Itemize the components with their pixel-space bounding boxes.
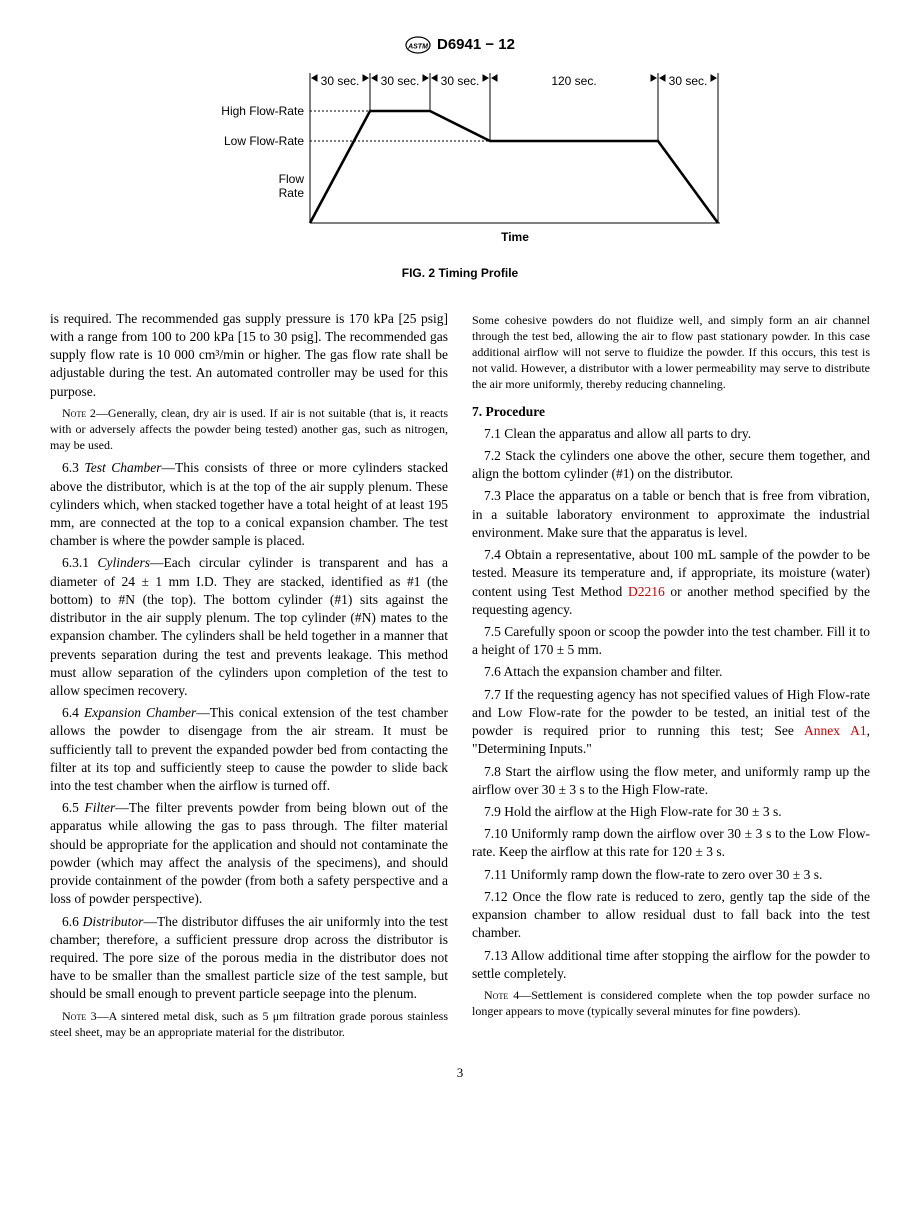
svg-text:Time: Time xyxy=(501,230,529,244)
sec-7-7: 7.7 If the requesting agency has not spe… xyxy=(472,686,870,759)
note-3-continued: Some cohesive powders do not fluidize we… xyxy=(472,312,870,393)
right-column: Some cohesive powders do not fluidize we… xyxy=(472,310,870,1046)
sec-7-8: 7.8 Start the airflow using the flow met… xyxy=(472,763,870,799)
sec-7-5: 7.5 Carefully spoon or scoop the powder … xyxy=(472,623,870,659)
svg-text:30 sec.: 30 sec. xyxy=(321,74,360,88)
page-number: 3 xyxy=(50,1064,870,1082)
left-column: is required. The recommended gas supply … xyxy=(50,310,448,1046)
figure-caption: FIG. 2 Timing Profile xyxy=(50,265,870,281)
para-continuation: is required. The recommended gas supply … xyxy=(50,310,448,401)
svg-text:High Flow-Rate: High Flow-Rate xyxy=(221,104,304,118)
svg-text:30 sec.: 30 sec. xyxy=(381,74,420,88)
sec-7-9: 7.9 Hold the airflow at the High Flow-ra… xyxy=(472,803,870,821)
sec-7-1: 7.1 Clean the apparatus and allow all pa… xyxy=(472,425,870,443)
svg-text:Flow: Flow xyxy=(279,172,305,186)
heading-7: 7. Procedure xyxy=(472,403,870,421)
sec-6-5: 6.5 Filter—The filter prevents powder fr… xyxy=(50,799,448,908)
sec-7-11: 7.11 Uniformly ramp down the flow-rate t… xyxy=(472,866,870,884)
body-columns: is required. The recommended gas supply … xyxy=(50,310,870,1046)
svg-text:Low Flow-Rate: Low Flow-Rate xyxy=(224,134,304,148)
sec-6-3-1: 6.3.1 Cylinders—Each circular cylinder i… xyxy=(50,554,448,700)
sec-7-12: 7.12 Once the flow rate is reduced to ze… xyxy=(472,888,870,943)
designation: D6941 − 12 xyxy=(437,35,515,55)
svg-text:Rate: Rate xyxy=(279,186,305,200)
sec-7-10: 7.10 Uniformly ramp down the airflow ove… xyxy=(472,825,870,861)
sec-6-3: 6.3 Test Chamber—This consists of three … xyxy=(50,459,448,550)
segment-labels: 30 sec. 30 sec. 30 sec. 120 sec. 30 sec. xyxy=(321,74,708,88)
note-2: Note 2—Generally, clean, dry air is used… xyxy=(50,405,448,454)
sec-7-13: 7.13 Allow additional time after stoppin… xyxy=(472,947,870,983)
sec-6-4: 6.4 Expansion Chamber—This conical exten… xyxy=(50,704,448,795)
svg-text:30 sec.: 30 sec. xyxy=(441,74,480,88)
page-header: ASTM D6941 − 12 xyxy=(50,35,870,55)
svg-text:120 sec.: 120 sec. xyxy=(551,74,596,88)
link-d2216[interactable]: D2216 xyxy=(628,584,665,599)
svg-text:ASTM: ASTM xyxy=(407,44,428,51)
timing-profile-chart: 30 sec. 30 sec. 30 sec. 120 sec. 30 sec.… xyxy=(180,63,740,258)
link-annex-a1[interactable]: Annex A1 xyxy=(804,723,867,738)
sec-6-6: 6.6 Distributor—The distributor diffuses… xyxy=(50,913,448,1004)
sec-7-2: 7.2 Stack the cylinders one above the ot… xyxy=(472,447,870,483)
sec-7-3: 7.3 Place the apparatus on a table or be… xyxy=(472,487,870,542)
astm-logo-icon: ASTM xyxy=(405,36,431,54)
note-4: Note 4—Settlement is considered complete… xyxy=(472,987,870,1019)
figure-2: 30 sec. 30 sec. 30 sec. 120 sec. 30 sec.… xyxy=(50,63,870,281)
sec-7-4: 7.4 Obtain a representative, about 100 m… xyxy=(472,546,870,619)
svg-text:30 sec.: 30 sec. xyxy=(669,74,708,88)
note-3: Note 3—A sintered metal disk, such as 5 … xyxy=(50,1008,448,1040)
sec-7-6: 7.6 Attach the expansion chamber and fil… xyxy=(472,663,870,681)
